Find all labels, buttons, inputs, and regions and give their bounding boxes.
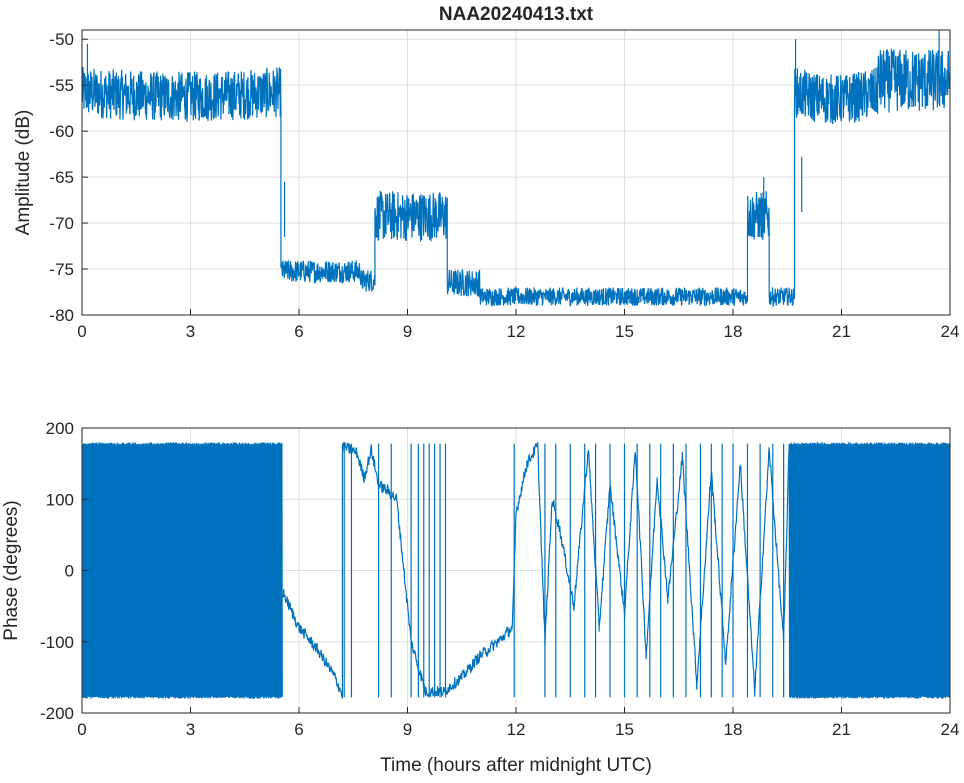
- x-tick-label: 15: [615, 720, 634, 739]
- x-tick-label: 0: [77, 322, 86, 341]
- x-tick-label: 21: [832, 322, 851, 341]
- y-tick-label: -50: [49, 30, 74, 49]
- y-tick-label: 0: [65, 562, 74, 581]
- x-tick-label: 6: [294, 322, 303, 341]
- amplitude-line: [82, 48, 950, 308]
- y-tick-label: 100: [46, 490, 74, 509]
- phase-dense-block: [788, 442, 950, 699]
- x-tick-label: 9: [403, 322, 412, 341]
- x-tick-label: 24: [941, 720, 960, 739]
- x-tick-label: 15: [615, 322, 634, 341]
- phase-ticks: 0 3 6 9 12 15 18 21 24 200 100 0 -100 -200: [40, 419, 959, 739]
- time-x-axis-label: Time (hours after midnight UTC): [380, 755, 652, 776]
- y-tick-label: -75: [49, 260, 74, 279]
- y-tick-label: -200: [40, 704, 74, 723]
- x-tick-label: 21: [832, 720, 851, 739]
- amplitude-series: [82, 30, 950, 308]
- x-tick-label: 0: [77, 720, 86, 739]
- phase-y-axis-label: Phase (degrees): [1, 500, 22, 640]
- phase-dense-block: [82, 442, 283, 699]
- y-tick-label: -60: [49, 122, 74, 141]
- y-tick-label: -80: [49, 306, 74, 325]
- chart-title: NAA20240413.txt: [439, 4, 594, 25]
- x-tick-label: 3: [186, 720, 195, 739]
- y-tick-label: -55: [49, 76, 74, 95]
- y-tick-label: -100: [40, 633, 74, 652]
- y-tick-label: -70: [49, 214, 74, 233]
- amplitude-y-axis-label: Amplitude (dB): [13, 110, 34, 236]
- x-tick-label: 6: [294, 720, 303, 739]
- amplitude-axes: 0 3 6 9 12 15 18 21 24 -50 -55 -60 -65 -70 -75 -80 NAA2…: [13, 4, 959, 341]
- y-tick-label: 200: [46, 419, 74, 438]
- y-tick-label: -65: [49, 168, 74, 187]
- phase-axes: 0 3 6 9 12 15 18 21 24 200 100 0 -100 -200 Phase (deg…: [1, 419, 959, 776]
- phase-line: [282, 442, 790, 699]
- amplitude-ticks: 0 3 6 9 12 15 18 21 24 -50 -55 -60 -65 -70 -75 -80: [49, 30, 959, 341]
- x-tick-label: 3: [186, 322, 195, 341]
- x-tick-label: 18: [724, 322, 743, 341]
- x-tick-label: 24: [941, 322, 960, 341]
- x-tick-label: 12: [507, 322, 526, 341]
- x-tick-label: 18: [724, 720, 743, 739]
- phase-series: [82, 442, 950, 699]
- x-tick-label: 9: [403, 720, 412, 739]
- x-tick-label: 12: [507, 720, 526, 739]
